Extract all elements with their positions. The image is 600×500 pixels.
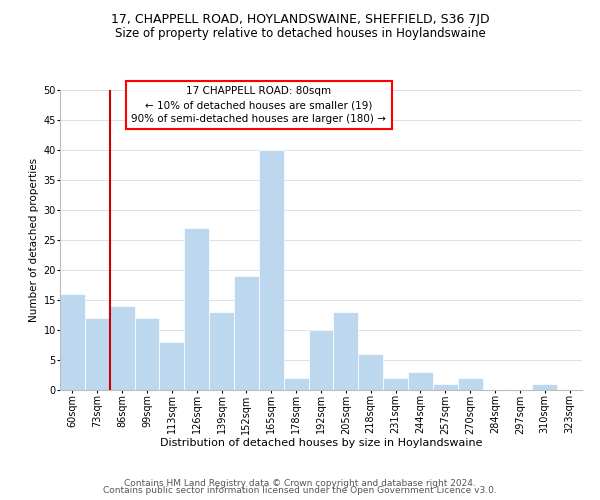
Bar <box>458 378 482 390</box>
Text: 17, CHAPPELL ROAD, HOYLANDSWAINE, SHEFFIELD, S36 7JD: 17, CHAPPELL ROAD, HOYLANDSWAINE, SHEFFI… <box>110 12 490 26</box>
Bar <box>234 276 259 390</box>
Bar <box>110 306 134 390</box>
Text: Contains public sector information licensed under the Open Government Licence v3: Contains public sector information licen… <box>103 486 497 495</box>
Bar <box>209 312 234 390</box>
Bar <box>85 318 110 390</box>
Bar <box>433 384 458 390</box>
Bar <box>408 372 433 390</box>
Text: Size of property relative to detached houses in Hoylandswaine: Size of property relative to detached ho… <box>115 28 485 40</box>
Bar <box>160 342 184 390</box>
Bar <box>184 228 209 390</box>
Bar <box>308 330 334 390</box>
Y-axis label: Number of detached properties: Number of detached properties <box>29 158 39 322</box>
Bar <box>334 312 358 390</box>
Bar <box>60 294 85 390</box>
Text: 17 CHAPPELL ROAD: 80sqm
← 10% of detached houses are smaller (19)
90% of semi-de: 17 CHAPPELL ROAD: 80sqm ← 10% of detache… <box>131 86 386 124</box>
Bar <box>383 378 408 390</box>
Bar <box>358 354 383 390</box>
Bar <box>532 384 557 390</box>
Bar <box>259 150 284 390</box>
X-axis label: Distribution of detached houses by size in Hoylandswaine: Distribution of detached houses by size … <box>160 438 482 448</box>
Bar <box>284 378 308 390</box>
Bar <box>134 318 160 390</box>
Text: Contains HM Land Registry data © Crown copyright and database right 2024.: Contains HM Land Registry data © Crown c… <box>124 478 476 488</box>
